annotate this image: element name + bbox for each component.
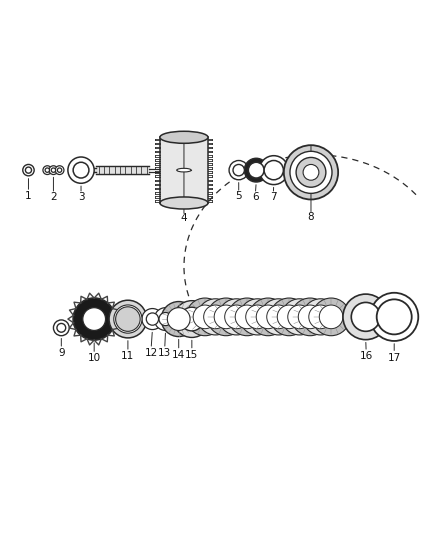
Ellipse shape: [160, 197, 208, 209]
Circle shape: [277, 305, 301, 329]
Circle shape: [193, 305, 217, 329]
Circle shape: [270, 298, 308, 336]
Circle shape: [51, 168, 56, 172]
Circle shape: [343, 294, 389, 340]
Circle shape: [240, 299, 276, 335]
Text: 5: 5: [235, 191, 242, 201]
Circle shape: [259, 156, 288, 184]
Circle shape: [109, 300, 147, 338]
Text: 13: 13: [158, 348, 171, 358]
Text: 2: 2: [50, 192, 57, 203]
Circle shape: [186, 298, 224, 336]
Circle shape: [246, 305, 269, 329]
Circle shape: [244, 158, 268, 182]
Ellipse shape: [177, 168, 191, 172]
Circle shape: [249, 298, 287, 336]
Bar: [160, 138, 208, 203]
Circle shape: [198, 299, 233, 335]
Circle shape: [225, 305, 248, 329]
Circle shape: [55, 166, 64, 174]
Circle shape: [298, 305, 322, 329]
Circle shape: [214, 305, 238, 329]
Circle shape: [256, 305, 280, 329]
Circle shape: [53, 320, 69, 336]
Circle shape: [303, 165, 319, 180]
Circle shape: [73, 162, 89, 178]
Text: 16: 16: [360, 351, 373, 361]
Circle shape: [229, 160, 248, 180]
Circle shape: [290, 151, 332, 193]
Circle shape: [154, 308, 177, 330]
Circle shape: [204, 305, 227, 329]
Circle shape: [57, 168, 62, 172]
Text: 9: 9: [58, 348, 65, 358]
Circle shape: [114, 305, 142, 333]
Circle shape: [207, 298, 245, 336]
Circle shape: [159, 312, 172, 326]
Circle shape: [288, 305, 311, 329]
Circle shape: [57, 324, 66, 332]
Circle shape: [284, 145, 338, 199]
Circle shape: [173, 301, 210, 337]
Text: 15: 15: [185, 350, 198, 360]
Text: 1: 1: [25, 190, 32, 200]
Text: 6: 6: [252, 192, 259, 203]
Circle shape: [282, 299, 318, 335]
Text: 11: 11: [121, 351, 134, 361]
Circle shape: [267, 305, 290, 329]
Circle shape: [296, 157, 326, 187]
Circle shape: [25, 167, 32, 173]
Circle shape: [73, 298, 115, 340]
Circle shape: [235, 305, 259, 329]
Text: 14: 14: [172, 350, 185, 360]
Circle shape: [233, 165, 244, 176]
Circle shape: [248, 162, 264, 178]
Circle shape: [49, 166, 58, 174]
Circle shape: [43, 166, 52, 174]
Circle shape: [309, 305, 332, 329]
Circle shape: [83, 308, 106, 330]
Circle shape: [142, 309, 163, 329]
Circle shape: [377, 300, 412, 334]
Text: 3: 3: [78, 192, 85, 203]
Circle shape: [23, 165, 34, 176]
Text: 7: 7: [270, 192, 277, 203]
Circle shape: [116, 307, 140, 332]
Circle shape: [161, 302, 196, 336]
Circle shape: [180, 307, 204, 331]
Circle shape: [370, 293, 418, 341]
Circle shape: [264, 160, 283, 180]
Circle shape: [167, 308, 190, 330]
Circle shape: [261, 299, 297, 335]
Text: 12: 12: [145, 348, 158, 358]
Circle shape: [68, 157, 94, 183]
Text: 17: 17: [388, 353, 401, 362]
Circle shape: [45, 168, 49, 172]
Circle shape: [146, 313, 159, 325]
Circle shape: [319, 305, 343, 329]
Circle shape: [351, 302, 380, 332]
Text: 4: 4: [180, 213, 187, 223]
Ellipse shape: [160, 131, 208, 143]
Circle shape: [291, 298, 329, 336]
Text: 10: 10: [88, 353, 101, 364]
Circle shape: [312, 298, 350, 336]
Circle shape: [228, 298, 266, 336]
Circle shape: [303, 299, 339, 335]
Circle shape: [219, 299, 254, 335]
Text: 8: 8: [307, 212, 314, 222]
